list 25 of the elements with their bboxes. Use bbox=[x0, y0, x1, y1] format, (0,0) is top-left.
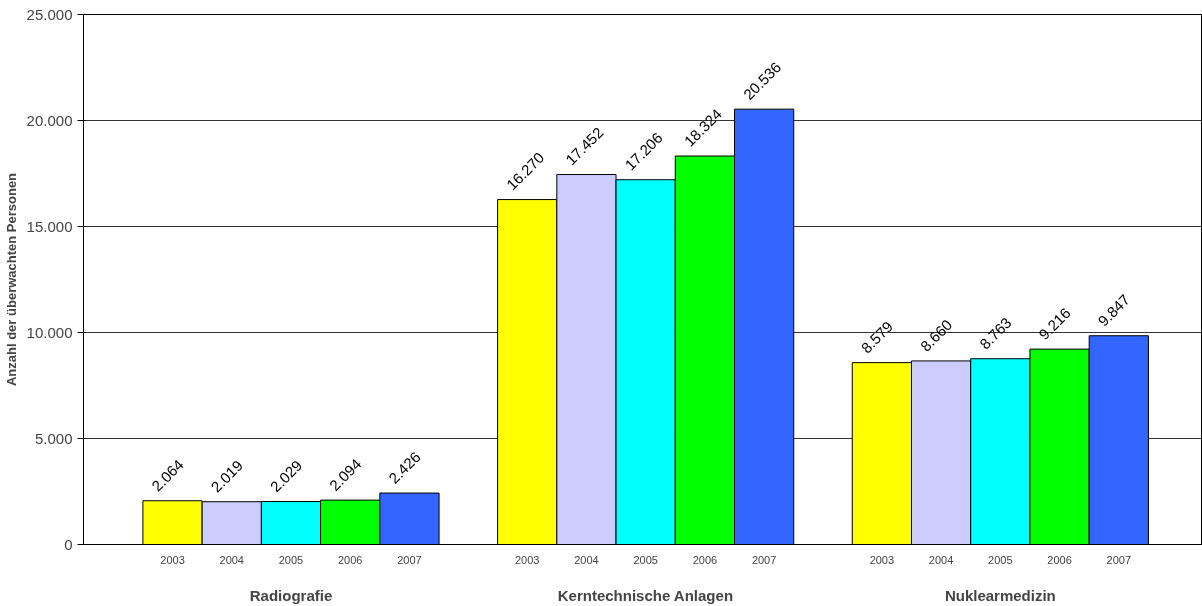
text: 2007 bbox=[1106, 553, 1132, 566]
y-tick-label: 10.000 bbox=[26, 323, 73, 341]
y-tick-label: 0 bbox=[64, 535, 73, 553]
text: 2005 bbox=[988, 553, 1013, 566]
y-tick-label: 20.000 bbox=[26, 111, 73, 129]
text: 2006 bbox=[692, 553, 718, 566]
y-axis-title: Anzahl der überwachten Personen bbox=[3, 172, 19, 387]
text: 2006 bbox=[1047, 553, 1072, 566]
text: 2007 bbox=[751, 553, 777, 566]
y-tick-label: 5.000 bbox=[34, 429, 73, 447]
x-tick-label: Kerntechnische Anlagen bbox=[557, 586, 734, 604]
series-label: 2004 bbox=[219, 553, 244, 566]
text: 2004 bbox=[574, 553, 599, 566]
series-label: 2003 bbox=[160, 553, 185, 566]
x-tick-label: Radiografie bbox=[249, 586, 333, 604]
y-tick-label: 25.000 bbox=[26, 5, 73, 23]
text: 2004 bbox=[928, 553, 954, 566]
text: 2003 bbox=[514, 553, 540, 566]
y-tick-label: 15.000 bbox=[26, 217, 73, 235]
text: 2005 bbox=[633, 553, 658, 566]
series-label: 2007 bbox=[397, 553, 422, 566]
series-label: 2006 bbox=[337, 553, 363, 566]
text: 2003 bbox=[869, 553, 895, 566]
series-label: 2005 bbox=[278, 553, 304, 566]
x-tick-label: Nuklearmedizin bbox=[944, 586, 1056, 604]
